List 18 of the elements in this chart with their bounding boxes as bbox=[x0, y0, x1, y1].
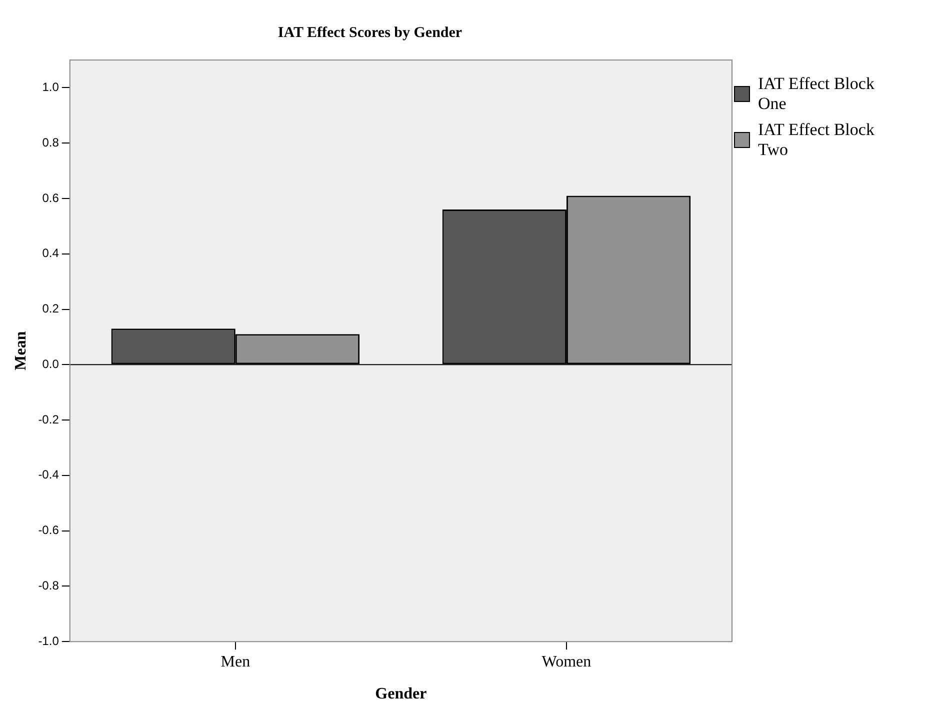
y-tick-label: -0.2 bbox=[38, 412, 60, 426]
x-tick-label: Women bbox=[542, 653, 592, 670]
y-tick-label: 0.2 bbox=[42, 302, 60, 316]
x-axis-title: Gender bbox=[375, 686, 427, 703]
y-tick-label: -1.0 bbox=[38, 634, 60, 648]
y-tick-label: -0.6 bbox=[38, 523, 60, 538]
chart-title: IAT Effect Scores by Gender bbox=[278, 24, 462, 41]
y-axis-title: Mean bbox=[12, 331, 30, 370]
y-tick-label: -0.4 bbox=[38, 468, 60, 482]
x-tick-label: Men bbox=[220, 653, 250, 670]
y-tick-label: 0.4 bbox=[42, 246, 60, 260]
y-tick-label: -0.8 bbox=[38, 578, 60, 593]
y-tick-label: 0.0 bbox=[42, 356, 60, 371]
y-tick-label: 0.8 bbox=[42, 135, 60, 150]
legend-label: IAT Effect Block Two bbox=[758, 120, 876, 160]
y-tick-label: 0.6 bbox=[42, 190, 60, 205]
y-tick-label: 1.0 bbox=[42, 80, 60, 94]
legend-label: IAT Effect Block One bbox=[758, 74, 876, 114]
